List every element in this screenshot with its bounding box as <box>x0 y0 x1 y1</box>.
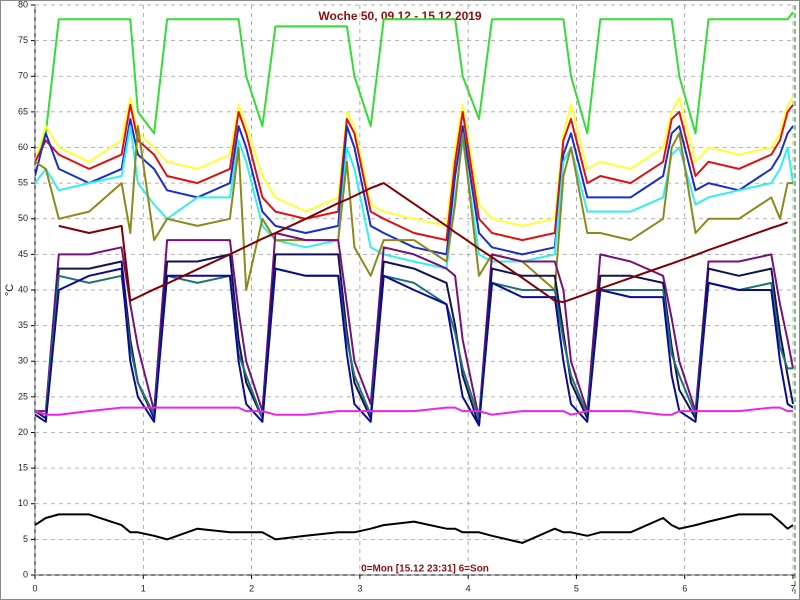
x-tick-label: 4 <box>466 583 471 593</box>
y-tick-label: 35 <box>18 320 28 330</box>
y-tick-label: 75 <box>18 35 28 45</box>
y-tick-label: 65 <box>18 106 28 116</box>
y-tick-label: 20 <box>18 427 28 437</box>
chart-title: Woche 50, 09.12 - 15.12.2019 <box>318 9 482 23</box>
y-tick-label: 50 <box>18 213 28 223</box>
y-tick-label: 45 <box>18 249 28 259</box>
series-line <box>35 267 794 427</box>
series-line <box>35 513 794 544</box>
annotation: 0=Mon [15.12 23:31] 6=Son <box>361 564 489 575</box>
x-tick-label: 3 <box>357 583 362 593</box>
series-line <box>58 182 788 304</box>
y-tick-label: 30 <box>18 356 28 366</box>
x-tick-label: 1 <box>141 583 146 593</box>
y-tick-label: 15 <box>18 463 28 473</box>
y-tick-label: 40 <box>18 284 28 294</box>
series-line <box>35 103 794 242</box>
y-tick-label: 70 <box>18 71 28 81</box>
y-tick-label: 80 <box>18 0 28 9</box>
y-tick-label: 5 <box>23 534 28 544</box>
x-tick-label: 2 <box>249 583 254 593</box>
x-tick-label: 0 <box>32 583 37 593</box>
y-tick-label: 55 <box>18 178 28 188</box>
series-line <box>35 406 793 416</box>
y-tick-label: 0 <box>23 569 28 579</box>
y-tick-label: 10 <box>18 498 28 508</box>
y-tick-label: 60 <box>18 142 28 152</box>
y-tick-label: 25 <box>18 391 28 401</box>
series-line <box>35 125 794 270</box>
y-axis-label: °C <box>4 284 16 296</box>
plot-area <box>35 11 794 544</box>
series-line <box>35 125 793 291</box>
x-tick-label: 7 <box>790 583 795 593</box>
x-tick-label: 5 <box>574 583 579 593</box>
series-line <box>35 11 794 163</box>
x-tick-label: 6 <box>682 583 687 593</box>
series-line <box>35 96 794 227</box>
